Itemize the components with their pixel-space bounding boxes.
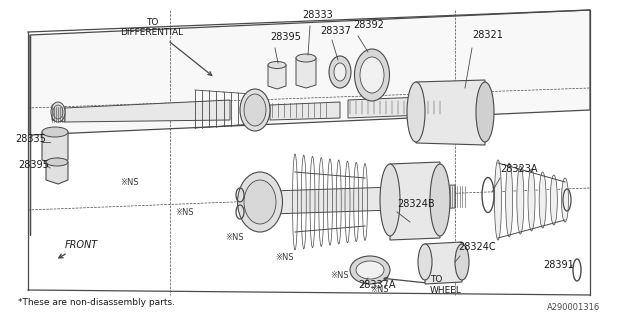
Polygon shape: [268, 62, 286, 89]
Ellipse shape: [355, 49, 390, 101]
Polygon shape: [46, 158, 68, 184]
Text: ※NS: ※NS: [175, 208, 194, 217]
Text: 28333: 28333: [302, 10, 333, 20]
Text: ※NS: ※NS: [120, 178, 139, 187]
Ellipse shape: [334, 63, 346, 81]
Text: A290001316: A290001316: [547, 303, 600, 312]
Ellipse shape: [476, 82, 494, 142]
Polygon shape: [390, 162, 440, 240]
Polygon shape: [348, 96, 448, 118]
Text: 28321: 28321: [472, 30, 503, 40]
Ellipse shape: [329, 56, 351, 88]
Ellipse shape: [244, 94, 266, 126]
Text: TO
WHEEL: TO WHEEL: [384, 275, 462, 295]
Text: ※NS: ※NS: [330, 271, 349, 280]
Text: 28395: 28395: [270, 32, 301, 42]
Text: 28324C: 28324C: [458, 242, 495, 252]
Polygon shape: [240, 185, 455, 215]
Text: ※NS: ※NS: [275, 253, 294, 262]
Polygon shape: [425, 242, 462, 284]
Polygon shape: [296, 55, 316, 88]
Text: *These are non-disassembly parts.: *These are non-disassembly parts.: [18, 298, 175, 307]
Ellipse shape: [407, 82, 425, 142]
Ellipse shape: [418, 244, 432, 280]
Text: 28395: 28395: [18, 160, 49, 170]
Ellipse shape: [350, 256, 390, 284]
Ellipse shape: [268, 61, 286, 68]
Polygon shape: [52, 105, 65, 122]
Ellipse shape: [53, 105, 63, 119]
Ellipse shape: [240, 89, 270, 131]
Text: 28323A: 28323A: [500, 164, 538, 174]
Text: ※NS: ※NS: [225, 233, 244, 242]
Text: FRONT: FRONT: [59, 240, 98, 258]
Ellipse shape: [237, 172, 282, 232]
Ellipse shape: [561, 178, 568, 222]
Text: 28335: 28335: [15, 134, 46, 144]
Ellipse shape: [380, 164, 400, 236]
Text: 28324B: 28324B: [397, 199, 435, 209]
Ellipse shape: [360, 57, 384, 93]
Text: 28337: 28337: [320, 26, 351, 36]
Ellipse shape: [244, 180, 276, 224]
Text: TO
DIFFERENTIAL: TO DIFFERENTIAL: [120, 18, 212, 76]
Ellipse shape: [495, 160, 502, 240]
Polygon shape: [65, 100, 230, 122]
Ellipse shape: [296, 54, 316, 62]
Text: 28337A: 28337A: [358, 280, 396, 290]
Ellipse shape: [51, 102, 65, 122]
Text: ※NS: ※NS: [370, 285, 388, 294]
Ellipse shape: [430, 164, 450, 236]
Ellipse shape: [550, 175, 557, 225]
Ellipse shape: [42, 127, 68, 137]
Ellipse shape: [528, 169, 535, 231]
Polygon shape: [270, 102, 340, 120]
Text: 28391: 28391: [543, 260, 574, 270]
Ellipse shape: [46, 158, 68, 166]
Polygon shape: [416, 80, 485, 145]
Ellipse shape: [517, 166, 524, 234]
Ellipse shape: [506, 163, 513, 237]
Polygon shape: [42, 128, 68, 165]
Polygon shape: [30, 10, 590, 135]
Ellipse shape: [356, 261, 384, 279]
Ellipse shape: [539, 172, 546, 228]
Text: 28392: 28392: [353, 20, 384, 30]
Ellipse shape: [455, 244, 469, 280]
